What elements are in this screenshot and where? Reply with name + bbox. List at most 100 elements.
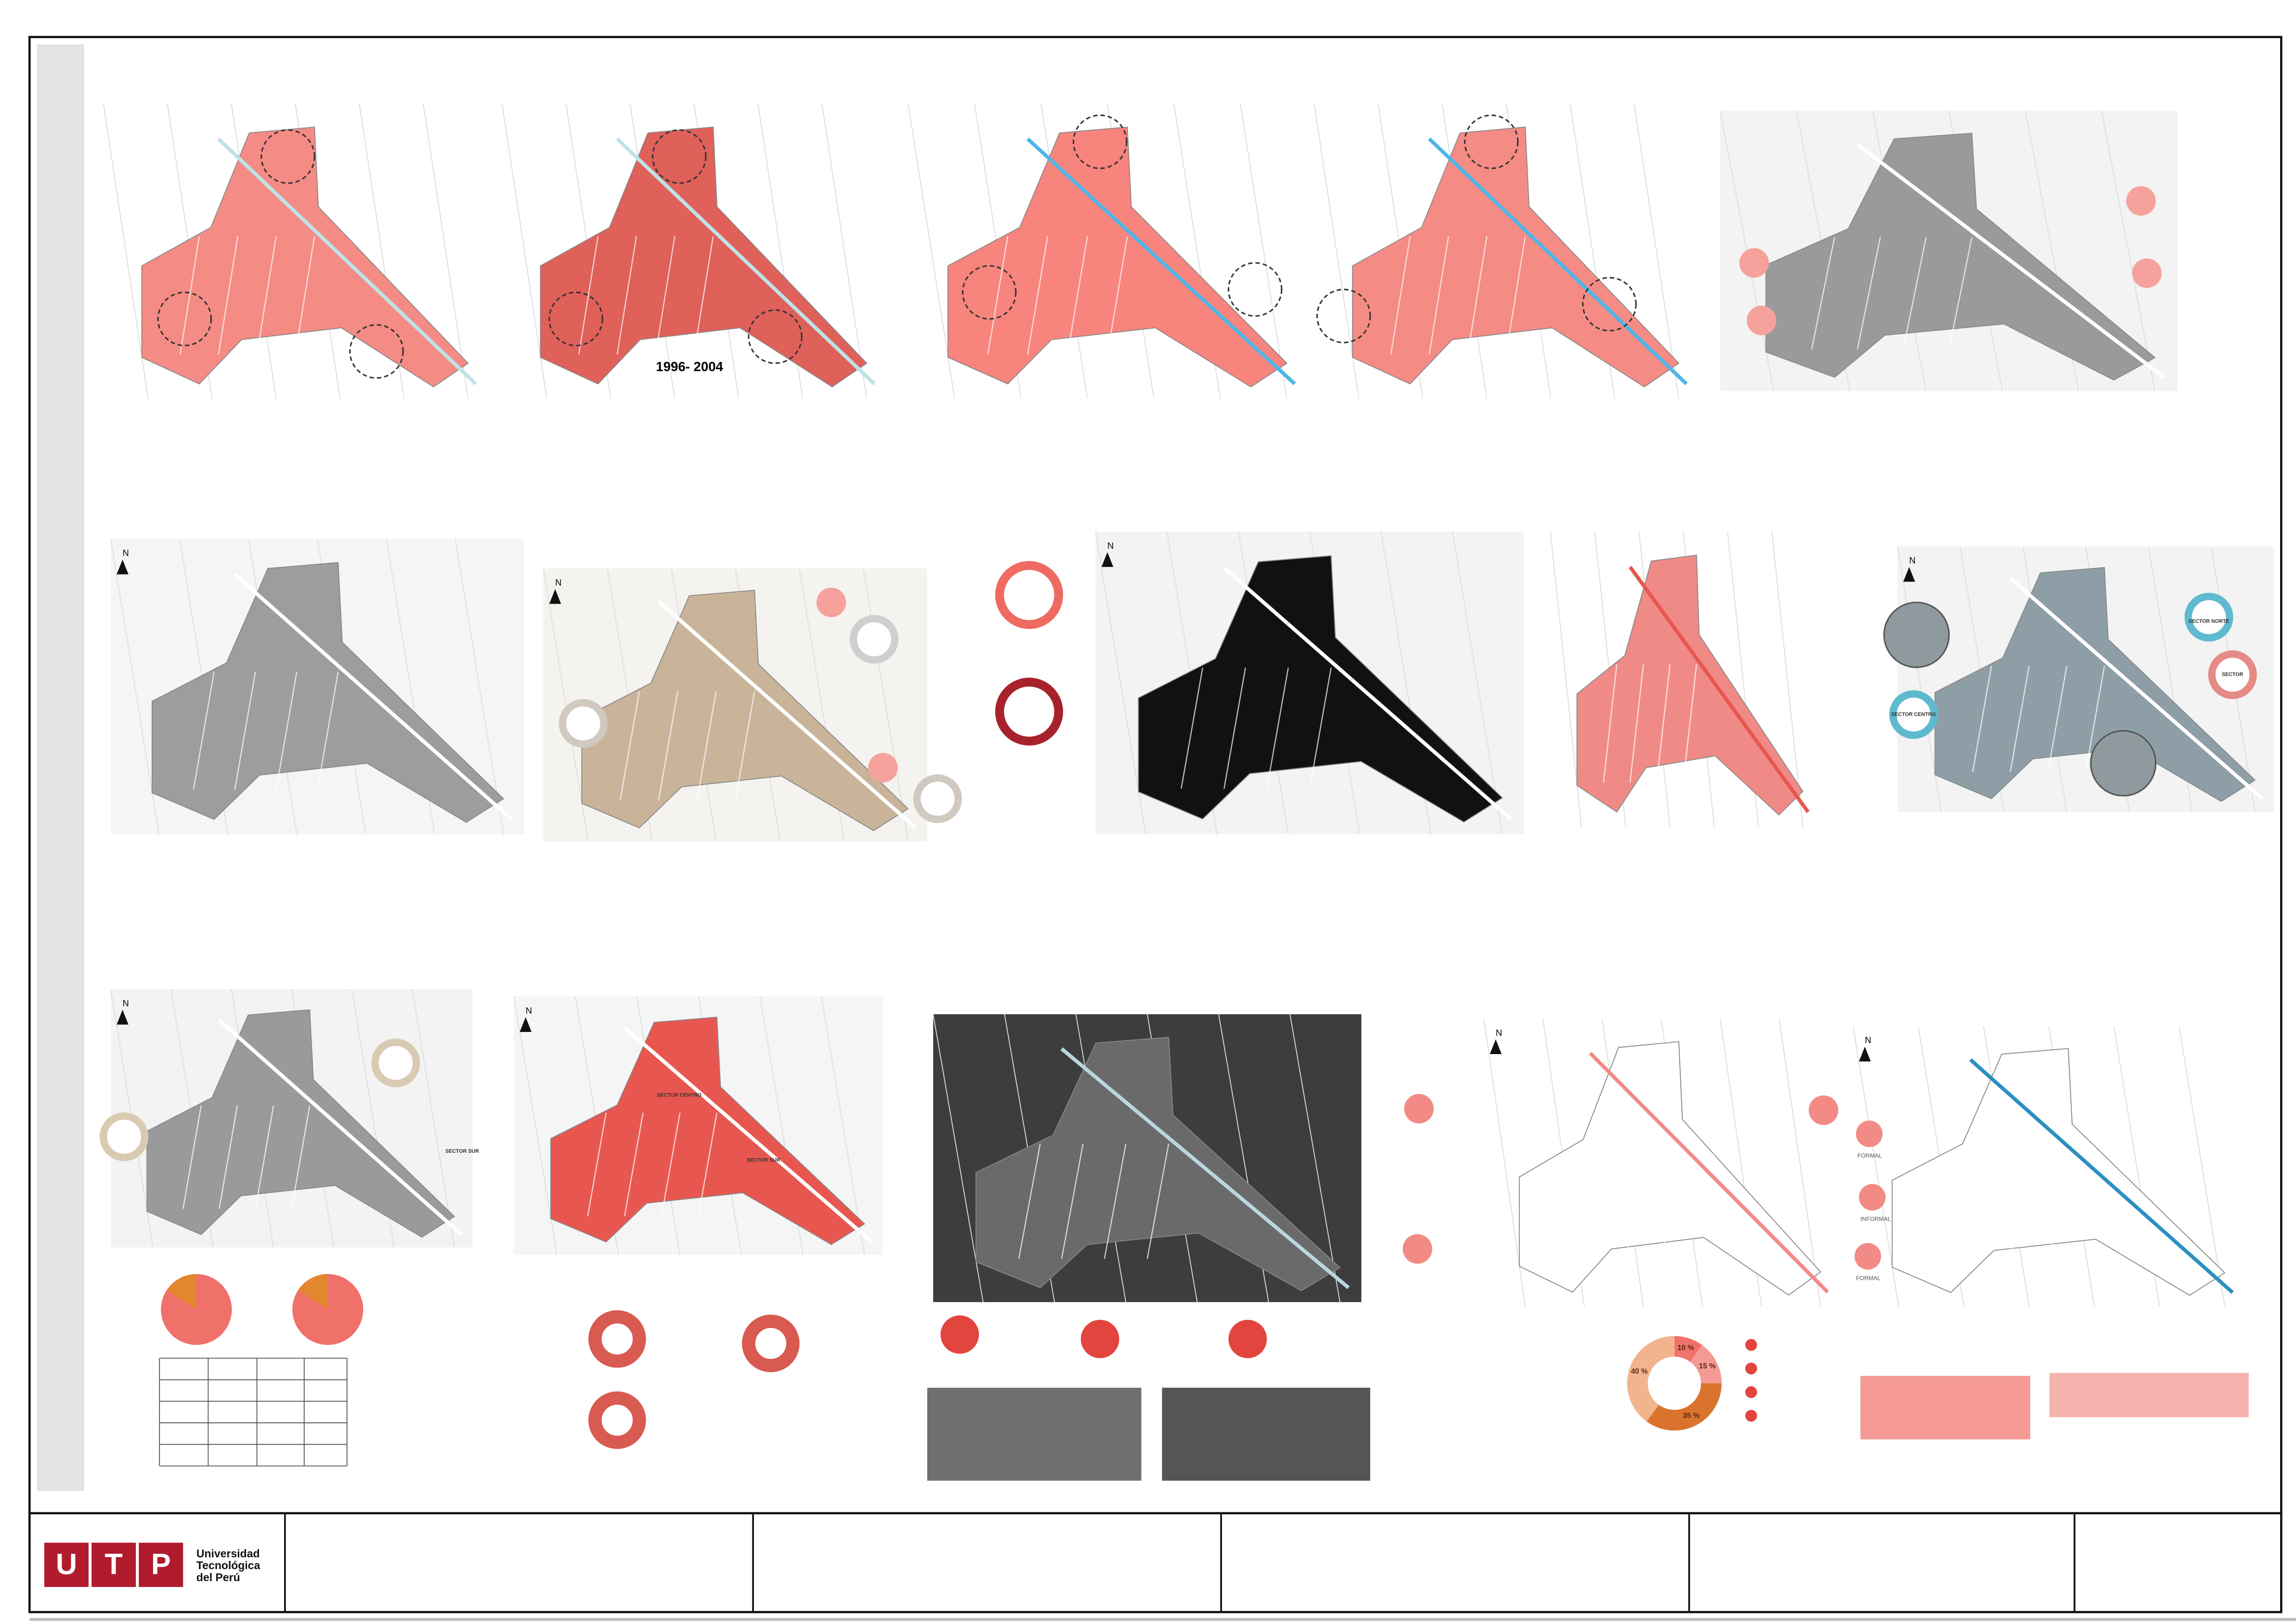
block-line — [2085, 666, 2105, 773]
legend-dot — [1745, 1410, 1757, 1422]
block-line — [619, 691, 640, 801]
block-line — [1428, 236, 1449, 355]
main-road — [657, 600, 917, 829]
block-line — [1018, 1144, 1041, 1259]
main-road — [217, 137, 477, 386]
block-line — [1390, 236, 1411, 355]
block-line — [1970, 1152, 1991, 1265]
ring-callout — [100, 1112, 149, 1161]
dashed-circle — [157, 291, 212, 347]
formality-icon — [1855, 1243, 1881, 1270]
street-line — [1550, 531, 1582, 827]
icon-circle — [1402, 1234, 1432, 1264]
main-road — [1428, 137, 1688, 386]
sector-label: SECTOR — [2222, 672, 2244, 678]
formality-icon — [1859, 1184, 1886, 1211]
block-line — [698, 1112, 718, 1216]
legend-dot — [1745, 1386, 1757, 1398]
block-line — [1266, 667, 1289, 789]
ring-callout — [1889, 690, 1938, 739]
street-line — [1240, 103, 1287, 399]
street-line — [1778, 1018, 1821, 1307]
north-label: N — [1107, 541, 1114, 551]
formality-icon — [1856, 1120, 1883, 1147]
stat-ring — [995, 561, 1064, 629]
north-label: N — [123, 548, 129, 558]
map-panel — [1550, 531, 1816, 827]
small-donut — [742, 1315, 800, 1372]
north-arrow — [1490, 1039, 1502, 1054]
dashed-circle — [748, 309, 803, 364]
block-line — [661, 1112, 681, 1216]
icon-circle — [1228, 1320, 1267, 1358]
logo-box — [44, 1543, 89, 1587]
block-line — [275, 671, 298, 790]
block-line — [218, 236, 238, 355]
photo — [927, 1388, 1142, 1481]
dashed-circle — [1464, 114, 1519, 169]
block-line — [1903, 237, 1927, 349]
map-panel — [1720, 111, 2178, 392]
north-label: N — [526, 1005, 532, 1016]
institution-line: Tecnológica — [196, 1559, 260, 1572]
callout-circle — [868, 753, 898, 783]
main-road — [623, 1026, 873, 1244]
block-line — [735, 691, 755, 801]
callout-circle — [816, 587, 846, 618]
block-line — [291, 1105, 311, 1209]
street-line — [821, 103, 868, 399]
map-panel: N — [110, 539, 524, 835]
block-line — [179, 236, 200, 355]
side-strip — [37, 44, 84, 1491]
block-line — [182, 1105, 202, 1209]
pink-table — [1860, 1376, 2030, 1440]
street-line — [1289, 1014, 1341, 1302]
block-line — [317, 671, 339, 790]
dashed-circle — [1228, 262, 1283, 317]
block-line — [1856, 237, 1881, 349]
street-line — [110, 539, 160, 835]
dashed-circle — [349, 324, 404, 379]
street-line — [412, 989, 455, 1248]
street-line — [1313, 103, 1360, 399]
block-line — [578, 236, 599, 355]
legend-dot — [1745, 1362, 1757, 1375]
map-panel: N — [1853, 1026, 2244, 1307]
block-line — [1146, 1144, 1169, 1259]
block-line — [255, 1105, 274, 1209]
block-line — [1309, 667, 1332, 789]
block-line — [2009, 1152, 2030, 1265]
block-line — [587, 1112, 607, 1216]
main-road — [218, 1018, 463, 1236]
street-line — [1634, 103, 1679, 399]
block-line — [624, 1112, 644, 1216]
street-line — [933, 1014, 984, 1302]
block-line — [219, 1105, 238, 1209]
north-arrow — [1903, 567, 1915, 582]
main-road — [2009, 577, 2264, 800]
zoom-circle — [1883, 601, 1950, 668]
period-label: 1996- 2004 — [656, 359, 723, 374]
street-line — [821, 996, 865, 1255]
main-road — [1628, 566, 1810, 813]
map-panel — [1313, 103, 1698, 399]
block-line — [295, 236, 315, 355]
block-line — [193, 671, 215, 790]
street-line — [454, 539, 504, 835]
map-panel: N — [1095, 531, 1524, 835]
street-line — [103, 103, 149, 399]
north-label: N — [123, 998, 129, 1008]
street-line — [1853, 1026, 1899, 1307]
donut-segment — [1627, 1336, 1675, 1422]
formality-label: INFORMAL — [1860, 1216, 1891, 1223]
callout-circle — [2126, 186, 2156, 216]
logo-letter: U — [56, 1547, 77, 1580]
dashed-circle — [548, 291, 603, 347]
logo-letter: P — [151, 1547, 171, 1580]
block-line — [1505, 236, 1526, 355]
main-road — [233, 573, 513, 821]
dashed-circle — [1316, 288, 1371, 344]
sector-label: SECTOR CENTRO — [1891, 711, 1936, 717]
block-line — [1106, 236, 1128, 355]
